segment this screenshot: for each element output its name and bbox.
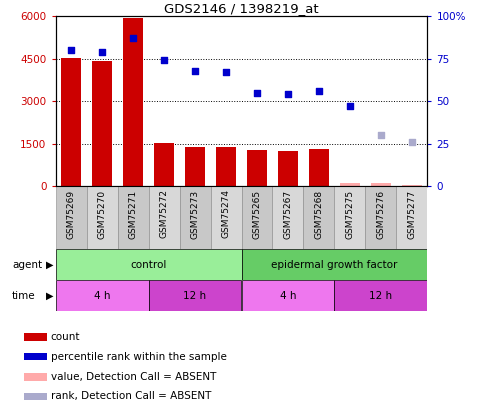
Bar	[272, 186, 303, 249]
Bar	[180, 186, 211, 249]
Bar	[149, 186, 180, 249]
Bar	[24, 353, 46, 360]
Point	[346, 103, 354, 110]
Bar	[242, 249, 427, 280]
Point	[377, 132, 385, 139]
Bar	[86, 186, 117, 249]
Text: GSM75272: GSM75272	[159, 190, 169, 239]
Text: 12 h: 12 h	[184, 291, 207, 301]
Text: GSM75276: GSM75276	[376, 190, 385, 239]
Bar	[149, 280, 242, 311]
Point	[160, 57, 168, 64]
Text: 4 h: 4 h	[280, 291, 296, 301]
Text: time: time	[12, 291, 36, 301]
Bar	[24, 333, 46, 341]
Bar	[211, 186, 242, 249]
Bar	[334, 280, 427, 311]
Bar	[278, 151, 298, 186]
Bar	[371, 183, 391, 186]
Text: percentile rank within the sample: percentile rank within the sample	[51, 352, 227, 362]
Text: GSM75274: GSM75274	[222, 190, 230, 239]
Bar	[56, 186, 86, 249]
Bar	[24, 393, 46, 400]
Bar	[24, 373, 46, 381]
Text: agent: agent	[12, 260, 42, 270]
Text: GSM75268: GSM75268	[314, 190, 324, 239]
Point	[253, 90, 261, 96]
Bar	[123, 18, 143, 186]
Bar	[309, 149, 329, 186]
Bar	[56, 249, 242, 280]
Text: GSM75271: GSM75271	[128, 190, 138, 239]
Text: rank, Detection Call = ABSENT: rank, Detection Call = ABSENT	[51, 392, 211, 401]
Bar	[117, 186, 149, 249]
Text: ▶: ▶	[46, 291, 54, 301]
Text: GSM75277: GSM75277	[408, 190, 416, 239]
Bar	[366, 186, 397, 249]
Point	[222, 69, 230, 76]
Text: control: control	[130, 260, 167, 270]
Bar	[340, 183, 360, 186]
Title: GDS2146 / 1398219_at: GDS2146 / 1398219_at	[164, 2, 319, 15]
Text: ▶: ▶	[46, 260, 54, 270]
Point	[98, 49, 106, 55]
Bar	[56, 280, 149, 311]
Text: GSM75265: GSM75265	[253, 190, 261, 239]
Bar	[402, 185, 422, 186]
Text: GSM75267: GSM75267	[284, 190, 293, 239]
Bar	[397, 186, 427, 249]
Point	[129, 35, 137, 42]
Point	[284, 91, 292, 98]
Bar	[216, 147, 236, 186]
Bar	[242, 186, 272, 249]
Text: 12 h: 12 h	[369, 291, 393, 301]
Bar	[303, 186, 334, 249]
Text: 4 h: 4 h	[94, 291, 110, 301]
Bar	[185, 147, 205, 186]
Text: value, Detection Call = ABSENT: value, Detection Call = ABSENT	[51, 372, 216, 382]
Point	[191, 67, 199, 74]
Text: GSM75275: GSM75275	[345, 190, 355, 239]
Text: GSM75273: GSM75273	[190, 190, 199, 239]
Point	[408, 139, 416, 145]
Bar	[242, 280, 334, 311]
Bar	[247, 150, 267, 186]
Text: epidermal growth factor: epidermal growth factor	[271, 260, 398, 270]
Point	[67, 47, 75, 53]
Bar	[154, 143, 174, 186]
Text: count: count	[51, 332, 80, 342]
Bar	[334, 186, 366, 249]
Text: GSM75269: GSM75269	[67, 190, 75, 239]
Bar	[92, 61, 112, 186]
Bar	[61, 58, 81, 186]
Text: GSM75270: GSM75270	[98, 190, 107, 239]
Point	[315, 88, 323, 94]
